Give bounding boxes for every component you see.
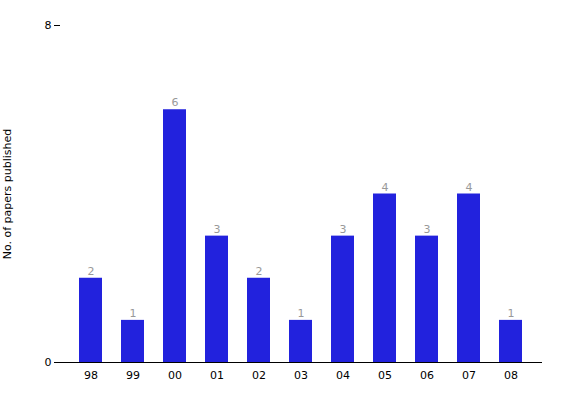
svg-text:1: 1 (508, 307, 515, 320)
svg-text:01: 01 (210, 369, 224, 382)
svg-text:06: 06 (420, 369, 434, 382)
svg-text:08: 08 (504, 369, 518, 382)
svg-text:4: 4 (466, 181, 473, 194)
svg-text:1: 1 (298, 307, 305, 320)
svg-text:0: 0 (45, 356, 52, 369)
svg-text:8: 8 (45, 19, 52, 32)
svg-text:6: 6 (172, 96, 179, 109)
svg-text:3: 3 (214, 223, 221, 236)
svg-text:05: 05 (378, 369, 392, 382)
svg-text:4: 4 (382, 181, 389, 194)
svg-text:04: 04 (336, 369, 350, 382)
svg-text:3: 3 (340, 223, 347, 236)
svg-text:07: 07 (462, 369, 476, 382)
svg-text:No. of papers published: No. of papers published (1, 129, 14, 260)
svg-text:2: 2 (88, 265, 95, 278)
svg-text:1: 1 (130, 307, 137, 320)
svg-text:03: 03 (294, 369, 308, 382)
svg-text:99: 99 (126, 369, 140, 382)
svg-text:98: 98 (84, 369, 98, 382)
svg-text:3: 3 (424, 223, 431, 236)
svg-text:00: 00 (168, 369, 182, 382)
svg-text:2: 2 (256, 265, 263, 278)
svg-text:02: 02 (252, 369, 266, 382)
